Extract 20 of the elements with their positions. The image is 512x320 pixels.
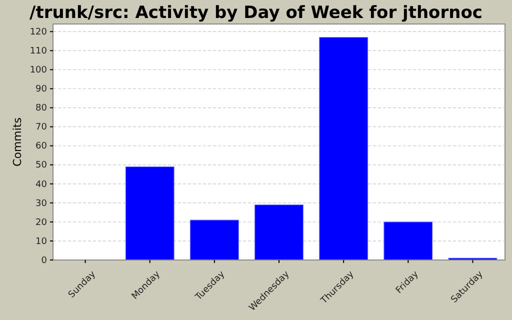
bar bbox=[384, 222, 433, 260]
y-tick-label: 0 bbox=[41, 256, 48, 266]
y-tick-label: 120 bbox=[30, 27, 48, 38]
y-tick-label: 30 bbox=[36, 198, 48, 209]
bar bbox=[190, 220, 239, 260]
y-tick-label: 10 bbox=[36, 236, 48, 247]
chart-title: /trunk/src: Activity by Day of Week for jthornoc bbox=[30, 3, 482, 23]
bar bbox=[254, 204, 304, 260]
bar bbox=[319, 37, 368, 260]
y-tick-label: 40 bbox=[36, 180, 48, 190]
y-tick-label: 70 bbox=[36, 122, 48, 133]
y-tick-label: 20 bbox=[36, 218, 48, 228]
y-tick-label: 50 bbox=[36, 160, 48, 171]
y-tick-label: 80 bbox=[36, 104, 48, 114]
y-tick-label: 60 bbox=[36, 142, 48, 152]
y-tick-label: 90 bbox=[36, 84, 48, 95]
y-tick-label: 100 bbox=[30, 66, 48, 76]
y-axis-title: Commits bbox=[11, 117, 24, 166]
bar bbox=[125, 166, 174, 260]
y-tick-label: 110 bbox=[30, 46, 48, 57]
